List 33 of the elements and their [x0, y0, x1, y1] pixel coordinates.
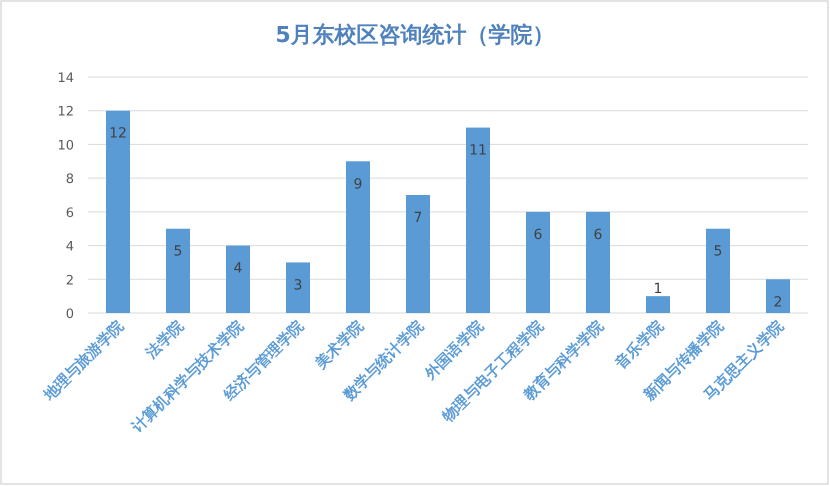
- data-label: 2: [774, 294, 782, 310]
- y-tick-label: 4: [66, 240, 74, 255]
- data-label: 11: [469, 142, 487, 159]
- data-label: 1: [654, 281, 662, 298]
- y-tick-label: 10: [57, 138, 74, 154]
- bar: [526, 212, 550, 313]
- bar: [166, 228, 190, 313]
- bar: [106, 110, 130, 313]
- data-label: 5: [714, 244, 722, 260]
- bar: [346, 161, 370, 313]
- y-tick-label: 12: [57, 104, 74, 120]
- bar: [646, 296, 670, 313]
- y-tick-label: 8: [66, 172, 74, 188]
- bar: [466, 128, 490, 313]
- data-label: 5: [174, 244, 182, 260]
- bar: [286, 262, 310, 313]
- data-label: 3: [294, 277, 302, 294]
- bar: [586, 212, 610, 313]
- data-label: 7: [414, 210, 422, 226]
- data-label: 6: [534, 226, 543, 243]
- chart-title: 5月东校区咨询统计（学院）: [275, 22, 555, 48]
- bar: [226, 246, 250, 313]
- y-tick-label: 2: [66, 273, 74, 288]
- y-tick-label: 6: [66, 206, 74, 221]
- y-tick-label: 14: [57, 71, 74, 86]
- bar: [706, 228, 730, 313]
- data-label: 6: [594, 226, 603, 243]
- bar: [766, 279, 790, 313]
- data-label: 4: [234, 260, 243, 277]
- data-label: 9: [354, 176, 362, 192]
- data-label: 12: [109, 126, 127, 142]
- x-tick-label: 法学院: [142, 317, 187, 362]
- bar: [406, 195, 430, 313]
